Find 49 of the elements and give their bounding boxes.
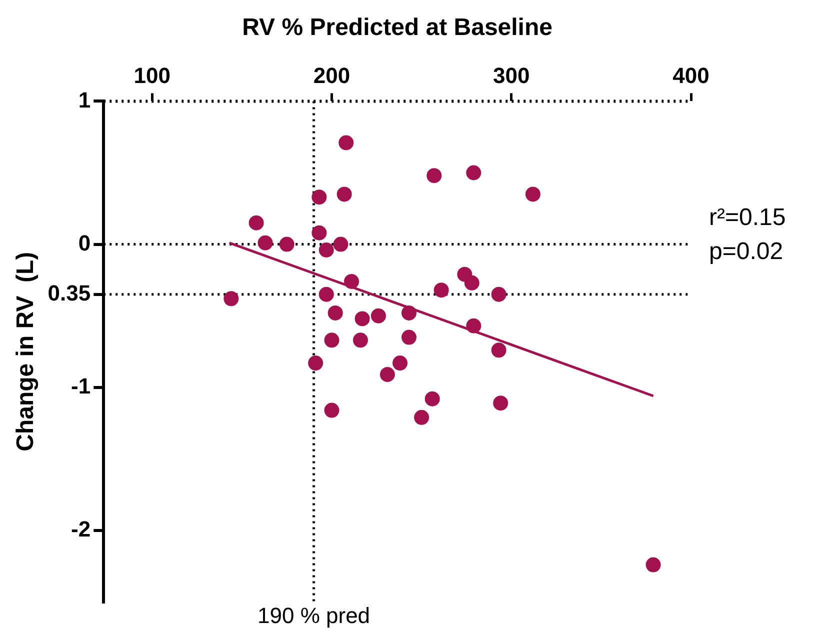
point [380,366,395,382]
point [248,215,264,230]
point [324,332,340,348]
ref-line-label: 190 % pred [258,603,370,628]
point [424,391,440,406]
text: r²=0.15 [709,204,786,231]
point [344,274,360,289]
point [312,225,327,240]
y-tick-label: 1 [78,87,91,112]
point [466,165,482,180]
point [336,186,352,202]
x-tick-label: 100 [134,63,170,88]
point [279,236,294,252]
point [466,318,482,334]
point [493,396,508,411]
text: p=0.02 [709,238,784,265]
point [525,186,540,202]
point [464,275,480,290]
point [491,286,506,302]
point [401,305,416,320]
point [308,356,324,371]
point [318,242,334,258]
y-tick-label: -2 [71,516,91,542]
point [646,557,661,572]
x-tick-label: 300 [493,63,530,88]
y-axis-title: Change in RV (L) [12,252,40,452]
x-tick-label: 200 [313,63,350,88]
point [338,135,354,150]
point [258,235,273,250]
point [426,168,442,184]
point [434,282,449,298]
point [224,291,239,306]
x-tick-label: 400 [672,63,710,88]
point [370,308,386,324]
point [354,311,370,326]
point [392,356,408,371]
point [333,236,348,252]
point [318,286,334,302]
y-tick-label: 0.35 [48,280,91,306]
point [312,190,327,205]
x-axis-title: RV % Predicted at Baseline [242,14,552,42]
point [352,332,368,348]
point [401,330,416,345]
point [414,410,430,425]
point [328,305,343,320]
point [324,402,340,418]
y-tick-label: 0 [78,230,91,256]
y-tick-label: -1 [71,373,91,398]
point [491,342,506,358]
